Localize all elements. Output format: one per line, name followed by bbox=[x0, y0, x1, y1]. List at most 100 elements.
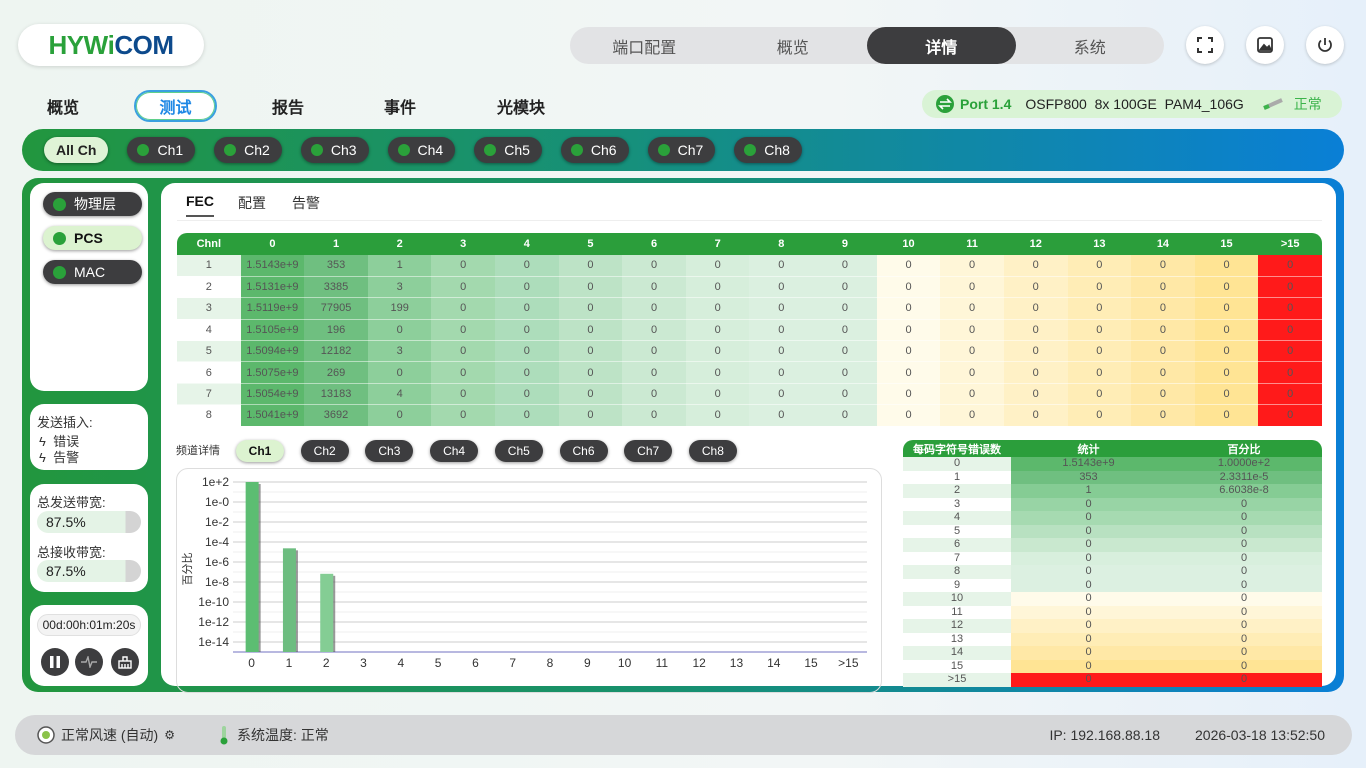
detail-channel-button[interactable]: Ch1 bbox=[236, 440, 284, 462]
top-nav-item[interactable]: 端口配置 bbox=[612, 39, 677, 57]
detail-channel-button[interactable]: Ch3 bbox=[365, 440, 414, 462]
fec-tab[interactable]: FEC bbox=[186, 193, 214, 217]
y-tick-label: 1e-12 bbox=[198, 615, 229, 629]
table-cell: 0 bbox=[1067, 383, 1132, 406]
table-cell: 0 bbox=[1258, 297, 1322, 320]
table-cell: 10 bbox=[903, 592, 1011, 606]
waveform-button[interactable] bbox=[75, 648, 103, 676]
sub-tab[interactable]: 概览 bbox=[46, 100, 79, 117]
port-swap-icon bbox=[936, 95, 954, 113]
table-cell: 2.3311e-5 bbox=[1166, 470, 1322, 484]
sub-tab[interactable]: 事件 bbox=[383, 100, 416, 117]
table-cell: 0 bbox=[749, 340, 814, 363]
clear-button[interactable] bbox=[111, 648, 139, 676]
table-cell: 0 bbox=[558, 276, 623, 299]
column-header: 7 bbox=[685, 233, 750, 255]
detail-channel-button[interactable]: Ch4 bbox=[430, 440, 479, 462]
table-cell: 9 bbox=[903, 578, 1011, 592]
fec-tab[interactable]: 告警 bbox=[292, 195, 320, 211]
channel-all-button[interactable]: All Ch bbox=[44, 137, 109, 163]
status-dot-icon bbox=[137, 144, 150, 156]
table-cell: 0 bbox=[1166, 497, 1322, 511]
table-cell: 353 bbox=[1011, 470, 1166, 484]
power-button[interactable] bbox=[1306, 26, 1344, 64]
table-cell: 4 bbox=[177, 319, 241, 342]
screenshot-button[interactable] bbox=[1246, 26, 1284, 64]
column-header: 4 bbox=[495, 233, 559, 255]
fec-table: Chnl 0 1 2 3 4 5 6 7 8 9 10 11 12 13 14 15 >15 1 1.5143e+9 3… bbox=[177, 233, 1322, 427]
inject-alarm-button[interactable]: ϟ 告警 bbox=[39, 450, 80, 465]
table-cell: 0 bbox=[1194, 361, 1259, 384]
table-cell: 0 bbox=[622, 255, 686, 277]
rx-bandwidth-label: 总接收带宽: bbox=[37, 545, 106, 560]
top-nav-item[interactable]: 概览 bbox=[776, 39, 809, 57]
status-dot-icon bbox=[397, 144, 410, 156]
layer-button[interactable]: MAC bbox=[43, 260, 142, 284]
fan-settings-icon[interactable]: ⚙ bbox=[164, 728, 175, 742]
table-cell: 0 bbox=[1258, 340, 1322, 363]
table-cell: 0 bbox=[749, 255, 814, 277]
table-cell: 0 bbox=[940, 404, 1004, 427]
table-header-row: 每码字符号错误数 统计 百分比 bbox=[903, 440, 1322, 457]
thermometer-icon bbox=[220, 726, 228, 745]
top-nav-item[interactable]: 详情 bbox=[867, 27, 1016, 64]
table-cell: 2 bbox=[177, 276, 241, 299]
channel-button[interactable]: Ch8 bbox=[734, 137, 802, 163]
channel-button[interactable]: Ch6 bbox=[560, 137, 629, 163]
table-cell: 0 bbox=[622, 297, 686, 320]
table-cell: 0 bbox=[622, 383, 686, 406]
column-header: 每码字符号错误数 bbox=[903, 440, 1011, 457]
detail-channel-button[interactable]: Ch7 bbox=[624, 440, 673, 462]
top-nav-item[interactable]: 系统 bbox=[1073, 39, 1106, 57]
detail-channel-button[interactable]: Ch6 bbox=[559, 440, 608, 462]
channel-button[interactable]: Ch5 bbox=[474, 137, 542, 163]
table-cell: 8 bbox=[177, 404, 241, 427]
channel-button[interactable]: Ch4 bbox=[387, 137, 456, 163]
rx-bandwidth-value: 87.5% bbox=[37, 560, 141, 582]
table-cell: 0 bbox=[876, 383, 941, 406]
table-cell: 0 bbox=[1258, 404, 1322, 427]
channel-button[interactable]: Ch3 bbox=[300, 137, 369, 163]
table-cell: 353 bbox=[304, 255, 368, 277]
table-cell: 0 bbox=[1067, 297, 1132, 320]
y-tick-label: 1e-10 bbox=[198, 595, 229, 609]
table-cell: 0 bbox=[1166, 619, 1322, 633]
layer-label: PCS bbox=[74, 230, 103, 246]
column-header: 15 bbox=[1194, 233, 1259, 255]
sub-tab[interactable]: 测试 bbox=[134, 90, 217, 122]
channel-button[interactable]: Ch1 bbox=[127, 137, 196, 163]
fec-tab[interactable]: 配置 bbox=[238, 195, 266, 211]
y-tick-label: 1e-4 bbox=[205, 535, 229, 549]
channel-button[interactable]: Ch2 bbox=[214, 137, 282, 163]
detail-channel-button[interactable]: Ch2 bbox=[300, 440, 349, 462]
table-cell: 3 bbox=[177, 297, 241, 320]
inject-error-button[interactable]: ϟ 错误 bbox=[39, 434, 80, 449]
port-name: Port 1.4 bbox=[960, 96, 1012, 112]
table-row: >15 0 0 bbox=[903, 673, 1322, 687]
detail-channel-button[interactable]: Ch5 bbox=[494, 440, 543, 462]
table-cell: 77905 bbox=[304, 297, 368, 320]
layer-label: 物理层 bbox=[74, 196, 116, 212]
table-cell: 0 bbox=[940, 361, 1004, 384]
lightning-icon: ϟ bbox=[39, 450, 46, 465]
pause-button[interactable] bbox=[41, 648, 69, 676]
table-cell: 0 bbox=[1067, 361, 1132, 384]
detail-channel-button[interactable]: Ch8 bbox=[688, 440, 737, 462]
fullscreen-button[interactable] bbox=[1186, 26, 1224, 64]
sub-tab[interactable]: 光模块 bbox=[496, 100, 545, 117]
table-cell: 7 bbox=[177, 383, 241, 406]
table-cell: 0 bbox=[749, 383, 814, 406]
layer-button[interactable]: 物理层 bbox=[43, 192, 142, 216]
table-cell: 0 bbox=[367, 319, 432, 342]
table-row: 14 0 0 bbox=[903, 646, 1322, 660]
table-cell: 1.5119e+9 bbox=[240, 297, 305, 320]
channel-button[interactable]: Ch7 bbox=[647, 137, 716, 163]
sub-tab[interactable]: 报告 bbox=[271, 100, 304, 117]
histogram-bar bbox=[282, 548, 296, 652]
table-cell: 0 bbox=[431, 383, 496, 406]
table-cell: 1.5105e+9 bbox=[240, 319, 305, 342]
layer-button[interactable]: PCS bbox=[43, 226, 142, 250]
table-cell: 0 bbox=[1011, 497, 1166, 511]
x-tick-label: 8 bbox=[547, 656, 554, 670]
